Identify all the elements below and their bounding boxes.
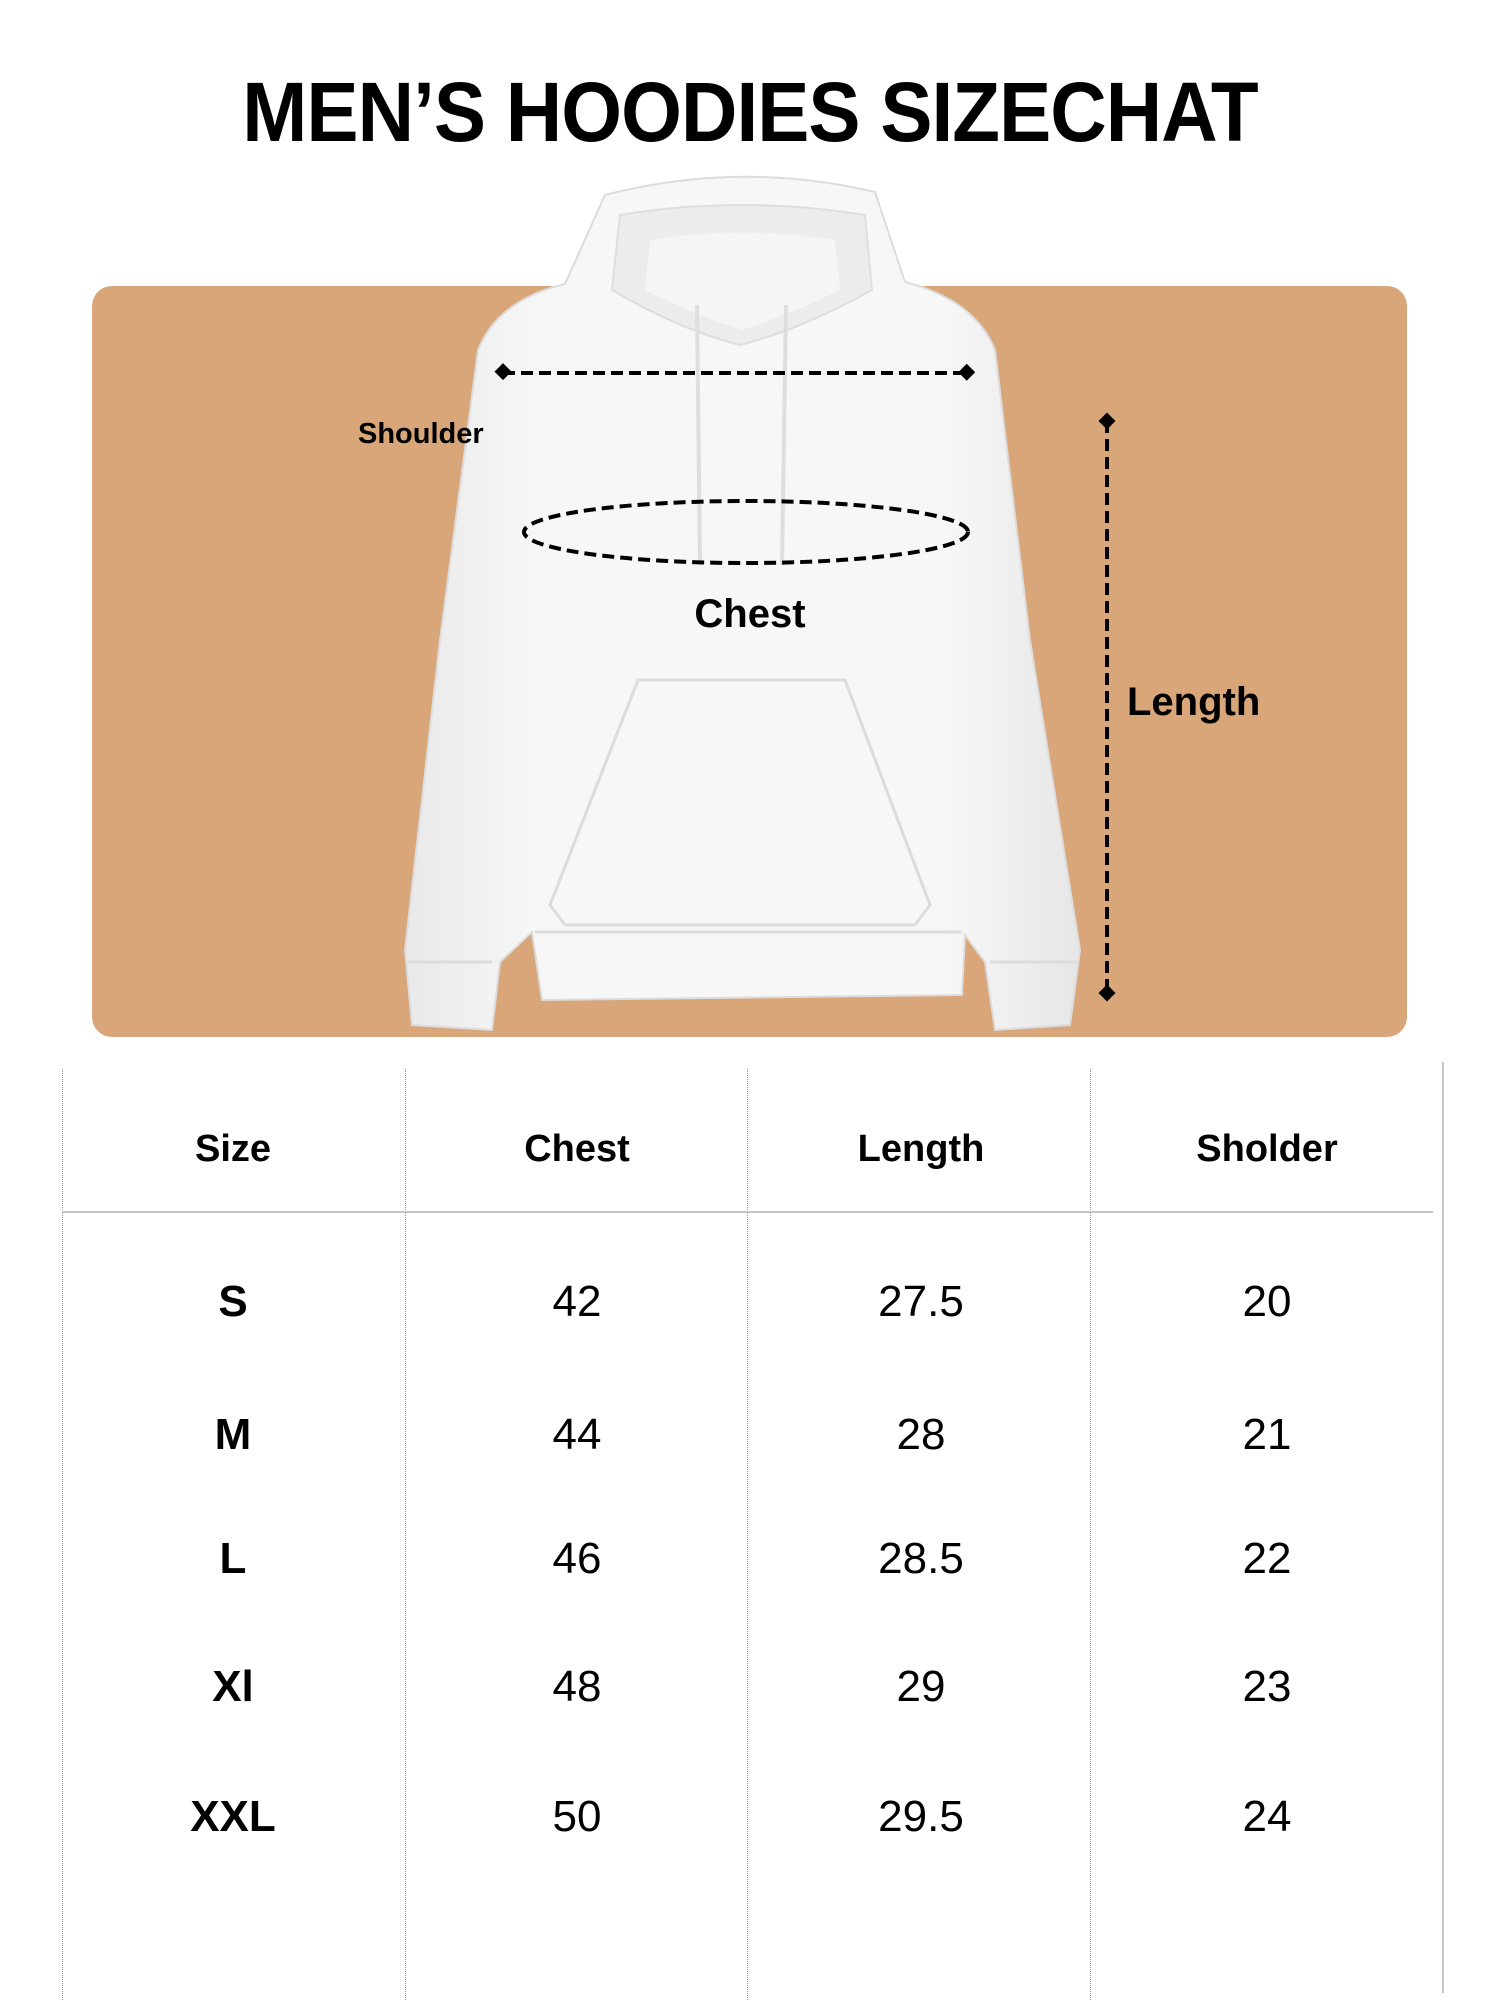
table-divider bbox=[405, 1069, 406, 2000]
measurement-cell: 44 bbox=[552, 1410, 602, 1459]
column-header: Chest bbox=[524, 1128, 630, 1170]
measurement-cell: 29 bbox=[896, 1662, 946, 1711]
measurement-cell: 20 bbox=[1242, 1277, 1292, 1326]
table-divider bbox=[1442, 1062, 1444, 1993]
measurement-cell: 50 bbox=[552, 1792, 602, 1841]
size-cell: M bbox=[214, 1410, 252, 1459]
column-header: Length bbox=[857, 1128, 985, 1170]
measurement-cell: 46 bbox=[552, 1534, 602, 1583]
table-divider bbox=[1090, 1069, 1091, 2000]
hood-inner bbox=[645, 232, 840, 330]
measurement-cell: 21 bbox=[1242, 1410, 1292, 1459]
chest-measure-ellipse bbox=[522, 499, 970, 565]
table-divider bbox=[747, 1069, 748, 2000]
measurement-cell: 28.5 bbox=[878, 1534, 964, 1583]
length-end-marker bbox=[1098, 412, 1116, 430]
size-cell: Xl bbox=[212, 1662, 254, 1711]
hoodie-body bbox=[403, 175, 1082, 1032]
column-header: Sholder bbox=[1196, 1128, 1338, 1170]
measurement-cell: 42 bbox=[552, 1277, 602, 1326]
size-cell: L bbox=[219, 1534, 247, 1583]
size-cell: S bbox=[218, 1277, 248, 1326]
measurement-cell: 22 bbox=[1242, 1534, 1292, 1583]
drawstring-right bbox=[780, 304, 788, 566]
drawstring-left bbox=[695, 304, 702, 566]
hoodie-illustration bbox=[403, 175, 1116, 1032]
length-label: Length bbox=[1127, 680, 1261, 724]
table-divider bbox=[62, 1069, 63, 2000]
chest-label: Chest bbox=[694, 592, 806, 636]
header-divider bbox=[62, 1211, 1433, 1213]
measurement-cell: 23 bbox=[1242, 1662, 1292, 1711]
measurement-cell: 24 bbox=[1242, 1792, 1292, 1841]
shoulder-end-marker bbox=[494, 363, 512, 381]
measurement-cell: 28 bbox=[896, 1410, 946, 1459]
shoulder-label: Shoulder bbox=[358, 418, 484, 450]
size-cell: XXL bbox=[190, 1792, 276, 1841]
column-header: Size bbox=[194, 1128, 272, 1170]
measurement-cell: 27.5 bbox=[878, 1277, 964, 1326]
measurement-cell: 48 bbox=[552, 1662, 602, 1711]
page-title: MEN’S HOODIES SIZECHAT bbox=[242, 65, 1258, 159]
shoulder-end-marker bbox=[958, 363, 976, 381]
measurement-cell: 29.5 bbox=[878, 1792, 964, 1841]
length-end-marker bbox=[1098, 984, 1116, 1002]
kangaroo-pocket bbox=[548, 678, 932, 927]
